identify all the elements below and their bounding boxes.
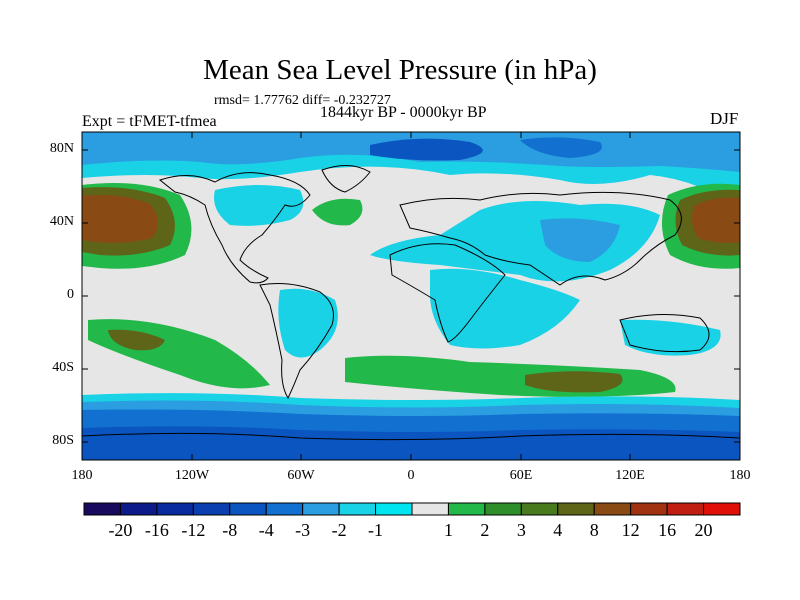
colorbar-swatch	[83, 502, 121, 516]
field-north-america	[214, 185, 304, 226]
colorbar-swatch	[447, 502, 486, 516]
colorbar-label: 8	[589, 520, 599, 540]
colorbar-label: -20	[108, 520, 133, 540]
field-australia	[620, 319, 721, 356]
colorbar-label: 2	[480, 520, 490, 540]
field-asia-core	[540, 218, 620, 262]
colorbar-label: -4	[258, 520, 274, 540]
colorbar-swatch	[302, 502, 340, 516]
colorbar-label: -3	[295, 520, 311, 540]
colorbar-swatch	[265, 502, 304, 516]
colorbar-swatch	[411, 502, 449, 516]
colorbar-swatch	[229, 502, 267, 516]
x-tick-label: 60W	[287, 468, 315, 483]
colorbar-label: 20	[694, 520, 713, 540]
colorbar-swatch	[484, 502, 522, 516]
colorbar-label: -16	[144, 520, 169, 540]
colorbar-label: 3	[516, 520, 526, 540]
colorbar-label: 12	[621, 520, 640, 540]
colorbar-swatch	[156, 502, 194, 516]
coast-eurasia	[399, 191, 682, 286]
y-tick-label: 0	[67, 287, 74, 302]
colorbar-label: 1	[443, 520, 453, 540]
experiment-label: Expt = tFMET-tfmea	[82, 113, 217, 130]
colorbar-swatch	[520, 502, 559, 516]
x-tick-label: 120W	[174, 468, 210, 483]
colorbar-swatch	[703, 502, 741, 516]
field-pacific-high-e-core	[691, 197, 740, 243]
map-ticks	[82, 132, 740, 460]
colorbar-label: -2	[331, 520, 347, 540]
y-tick-label: 40N	[49, 214, 74, 229]
field-arctic-core-2	[520, 137, 602, 158]
field-pacific-high-w-core	[82, 195, 159, 243]
colorbar-swatch	[557, 502, 595, 516]
coast-australia	[619, 313, 710, 353]
colorbar-label: 16	[658, 520, 677, 540]
field-africa	[430, 268, 580, 349]
field-south-pacific-core	[108, 329, 165, 351]
x-tick-label: 0	[407, 468, 415, 483]
period-text: 1844kyr BP - 0000kyr BP	[320, 104, 487, 121]
colorbar-label: 4	[553, 520, 563, 540]
map-plot-area	[82, 132, 740, 460]
y-tick-label: 80N	[49, 141, 74, 156]
colorbar-label: -8	[222, 520, 238, 540]
y-tick-label: 40S	[52, 360, 74, 375]
colorbar-swatch	[192, 502, 231, 516]
colorbar-label: -12	[181, 520, 206, 540]
colorbar-label: -1	[368, 520, 384, 540]
colorbar-swatch	[375, 502, 413, 516]
colorbar-swatch	[338, 502, 377, 516]
colorbar	[83, 502, 741, 516]
field-arctic-core	[370, 138, 483, 161]
x-tick-label: 120E	[615, 468, 645, 483]
coast-north-america	[158, 172, 311, 284]
x-tick-label: 180	[71, 468, 93, 483]
coast-antarctica	[82, 432, 740, 441]
season-label: DJF	[710, 109, 739, 128]
field-atlantic-high	[312, 198, 363, 226]
stats-text: rmsd= 1.77762 diff= -0.232727	[214, 93, 391, 108]
field-indian-high-core	[525, 371, 623, 393]
coastlines	[82, 165, 740, 441]
coast-south-america	[259, 283, 334, 400]
x-tick-label: 60E	[509, 468, 533, 483]
map-title: Mean Sea Level Pressure (in hPa)	[203, 54, 597, 86]
colorbar-swatch	[666, 502, 705, 516]
x-tick-label: 180	[729, 468, 751, 483]
coast-greenland	[321, 165, 371, 193]
colorbar-swatch	[593, 502, 632, 516]
colorbar-swatch	[630, 502, 668, 516]
coast-africa	[389, 243, 506, 343]
y-tick-label: 80S	[52, 433, 74, 448]
colorbar-swatch	[119, 502, 158, 516]
